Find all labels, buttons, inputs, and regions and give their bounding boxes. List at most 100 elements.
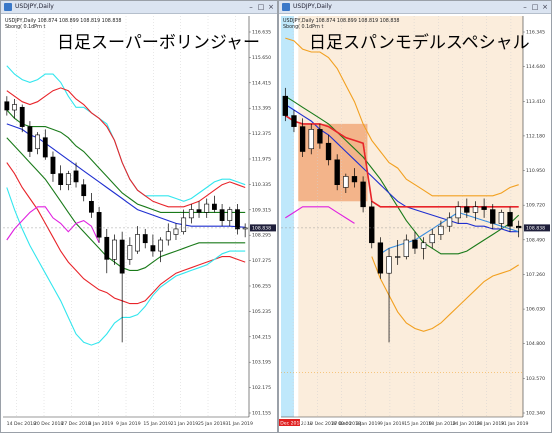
x-tick-label: 14 Dec 2018: [7, 421, 36, 427]
series-line-+1σ: [6, 109, 246, 213]
x-tick-label: 15 Jan 2019: [404, 421, 432, 427]
x-tick-label: 21 Jan 2019: [171, 421, 199, 427]
candle-body: [369, 206, 375, 244]
candle-body: [12, 104, 17, 111]
x-tick-label: 15 Jan 2019: [143, 421, 171, 427]
x-tick-label: 18 Jan 2019: [428, 421, 456, 427]
candle-body: [88, 200, 94, 213]
candle-body: [464, 206, 470, 213]
y-tick-label: 116.345: [526, 30, 545, 36]
indicator-info: Sbong( 0.1dPrn t: [283, 24, 323, 30]
candle-body: [446, 217, 453, 227]
x-tick-label: 27 Dec 2018: [61, 421, 90, 427]
close-icon[interactable]: ×: [268, 3, 274, 11]
x-tick-label: 20 Dec 2018: [34, 421, 63, 427]
y-tick-label: 114.640: [526, 64, 545, 70]
candle-body: [181, 217, 187, 233]
y-tick-label: 110.950: [526, 168, 545, 174]
y-tick-label: 107.275: [252, 258, 271, 264]
candle-body: [235, 209, 240, 230]
candle-body: [196, 209, 202, 213]
left-title-bar[interactable]: USDJPY,Daily – □ ×: [1, 1, 277, 14]
y-tick-label: 106.030: [526, 307, 545, 313]
candle-body: [420, 242, 427, 249]
candle-body: [334, 159, 340, 185]
candle-body: [112, 239, 117, 260]
candle-body: [204, 203, 210, 213]
candle-body: [104, 236, 110, 260]
candle-body: [490, 209, 496, 224]
candle-body: [516, 225, 522, 229]
right-chart-window[interactable]: USDJPY,Daily – □ × 116.345 114.640 113.410…: [278, 0, 552, 433]
left-window-title: USDJPY,Daily: [15, 3, 54, 10]
candle-body: [219, 209, 225, 221]
candle-body: [127, 245, 133, 260]
y-tick-label: 103.570: [526, 376, 545, 382]
candle-body: [4, 101, 10, 111]
indicator-info: Sbong( 0.1dPrn t: [5, 24, 45, 30]
y-tick-label: 106.255: [252, 284, 271, 290]
series-line-Lower: [371, 256, 519, 332]
series-line-+2σ: [6, 87, 246, 208]
y-tick-label: 107.260: [526, 272, 545, 278]
x-tick-label: 27 Dec 2018: [332, 421, 361, 427]
x-tick-label: 24 Jan 2019: [453, 421, 481, 427]
series-line-Blue: [285, 104, 519, 233]
candle-body: [73, 170, 79, 183]
candle-body: [158, 239, 164, 252]
x-tick-label: 3 Jan 2019: [89, 421, 114, 427]
date-highlight-box: [279, 419, 300, 426]
candle-body: [142, 234, 148, 244]
x-tick-label: 31 Jan 2019: [501, 421, 529, 427]
y-tick-label: 110.335: [252, 182, 271, 188]
y-tick-label: 108.295: [252, 233, 271, 239]
candle-body: [58, 173, 64, 185]
maximize-icon[interactable]: □: [531, 3, 539, 11]
minimize-icon[interactable]: –: [249, 3, 253, 11]
right-title-bar[interactable]: USDJPY,Daily – □ ×: [279, 1, 551, 14]
candle-body: [291, 115, 297, 127]
left-chart-canvas[interactable]: 116.635 115.650 114.415 113.395 112.375 111.9…: [1, 14, 277, 433]
candle-body: [325, 142, 332, 161]
candle-body: [282, 95, 288, 116]
candle-body: [438, 225, 444, 235]
series-line--1σ: [6, 137, 246, 271]
series-line-Upper: [285, 37, 519, 197]
y-tick-label: 113.395: [252, 106, 271, 112]
candle-body: [507, 212, 513, 227]
left-chart-window[interactable]: USDJPY,Daily – □ × 116.635 115.650 114.415…: [0, 0, 278, 433]
y-tick-label: 112.180: [526, 133, 545, 139]
series-line--3σ: [6, 187, 246, 346]
price-box: [250, 224, 276, 232]
candle-body: [65, 173, 71, 185]
y-tick-label: 102.340: [526, 411, 545, 417]
candle-body: [351, 176, 358, 183]
candle-body: [343, 176, 349, 188]
y-tick-label: 116.635: [252, 30, 271, 36]
y-tick-label: 109.720: [526, 203, 545, 209]
maximize-icon[interactable]: □: [257, 3, 265, 11]
right-window-title: USDJPY,Daily: [293, 3, 332, 10]
x-tick-label: 28 Jan 2019: [477, 421, 505, 427]
x-tick-label: 25 Jan 2019: [198, 421, 226, 427]
candle-body: [19, 106, 25, 127]
candle-body: [377, 242, 384, 274]
minimize-icon[interactable]: –: [523, 3, 527, 11]
date-highlight-label: 18 Dec 2018 00:00: [279, 420, 317, 426]
series-line-Green: [285, 95, 520, 255]
candle-body: [165, 231, 171, 241]
price-label: 108.838: [252, 225, 271, 231]
candle-body: [429, 234, 435, 244]
right-chart-canvas[interactable]: 116.345 114.640 113.410 112.180 110.950 109.7…: [279, 14, 551, 433]
close-icon[interactable]: ×: [542, 3, 548, 11]
candle-body: [227, 209, 233, 221]
y-tick-label: 104.800: [526, 341, 545, 347]
ohlc-info: USDJPY,Daily 108.874 108.899 108.819 108…: [5, 18, 122, 24]
candle-body: [173, 228, 179, 235]
candle-body: [308, 129, 314, 150]
candle-body: [403, 239, 409, 257]
series-line-Red: [284, 114, 519, 208]
y-tick-label: 113.410: [526, 99, 545, 105]
candle-body: [135, 234, 140, 252]
candle-body: [119, 239, 125, 274]
